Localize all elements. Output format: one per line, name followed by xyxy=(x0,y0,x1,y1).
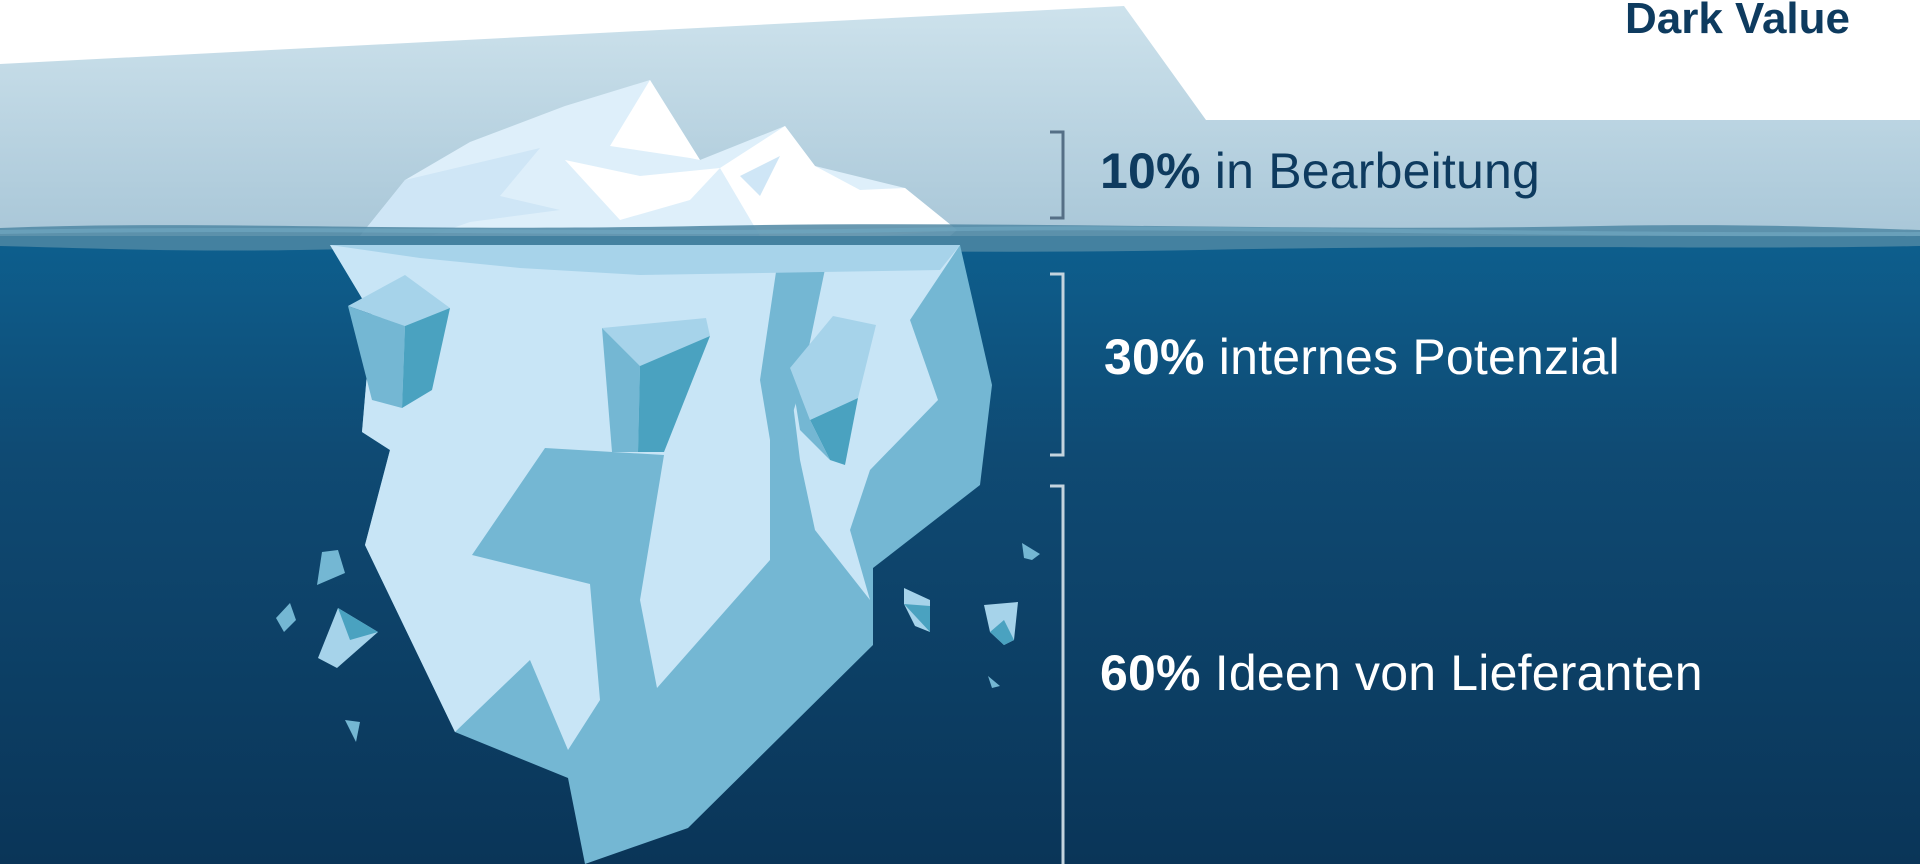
percent-value: 30% xyxy=(1104,329,1205,385)
bracket-30 xyxy=(1050,272,1065,457)
page-title: Dark Value xyxy=(1624,0,1850,43)
segment-text: Ideen von Lieferanten xyxy=(1214,645,1703,701)
iceberg-tip xyxy=(360,80,957,236)
bracket-60 xyxy=(1050,484,1065,864)
label-10-percent: 10% in Bearbeitung xyxy=(1100,142,1540,200)
percent-value: 10% xyxy=(1100,143,1201,199)
ice-fragments xyxy=(276,543,1040,742)
iceberg-body xyxy=(330,245,992,864)
percent-value: 60% xyxy=(1100,645,1201,701)
label-60-percent: 60% Ideen von Lieferanten xyxy=(1100,644,1703,702)
label-30-percent: 30% internes Potenzial xyxy=(1104,328,1620,386)
segment-text: internes Potenzial xyxy=(1218,329,1620,385)
bracket-10 xyxy=(1050,130,1065,220)
segment-text: in Bearbeitung xyxy=(1214,143,1541,199)
